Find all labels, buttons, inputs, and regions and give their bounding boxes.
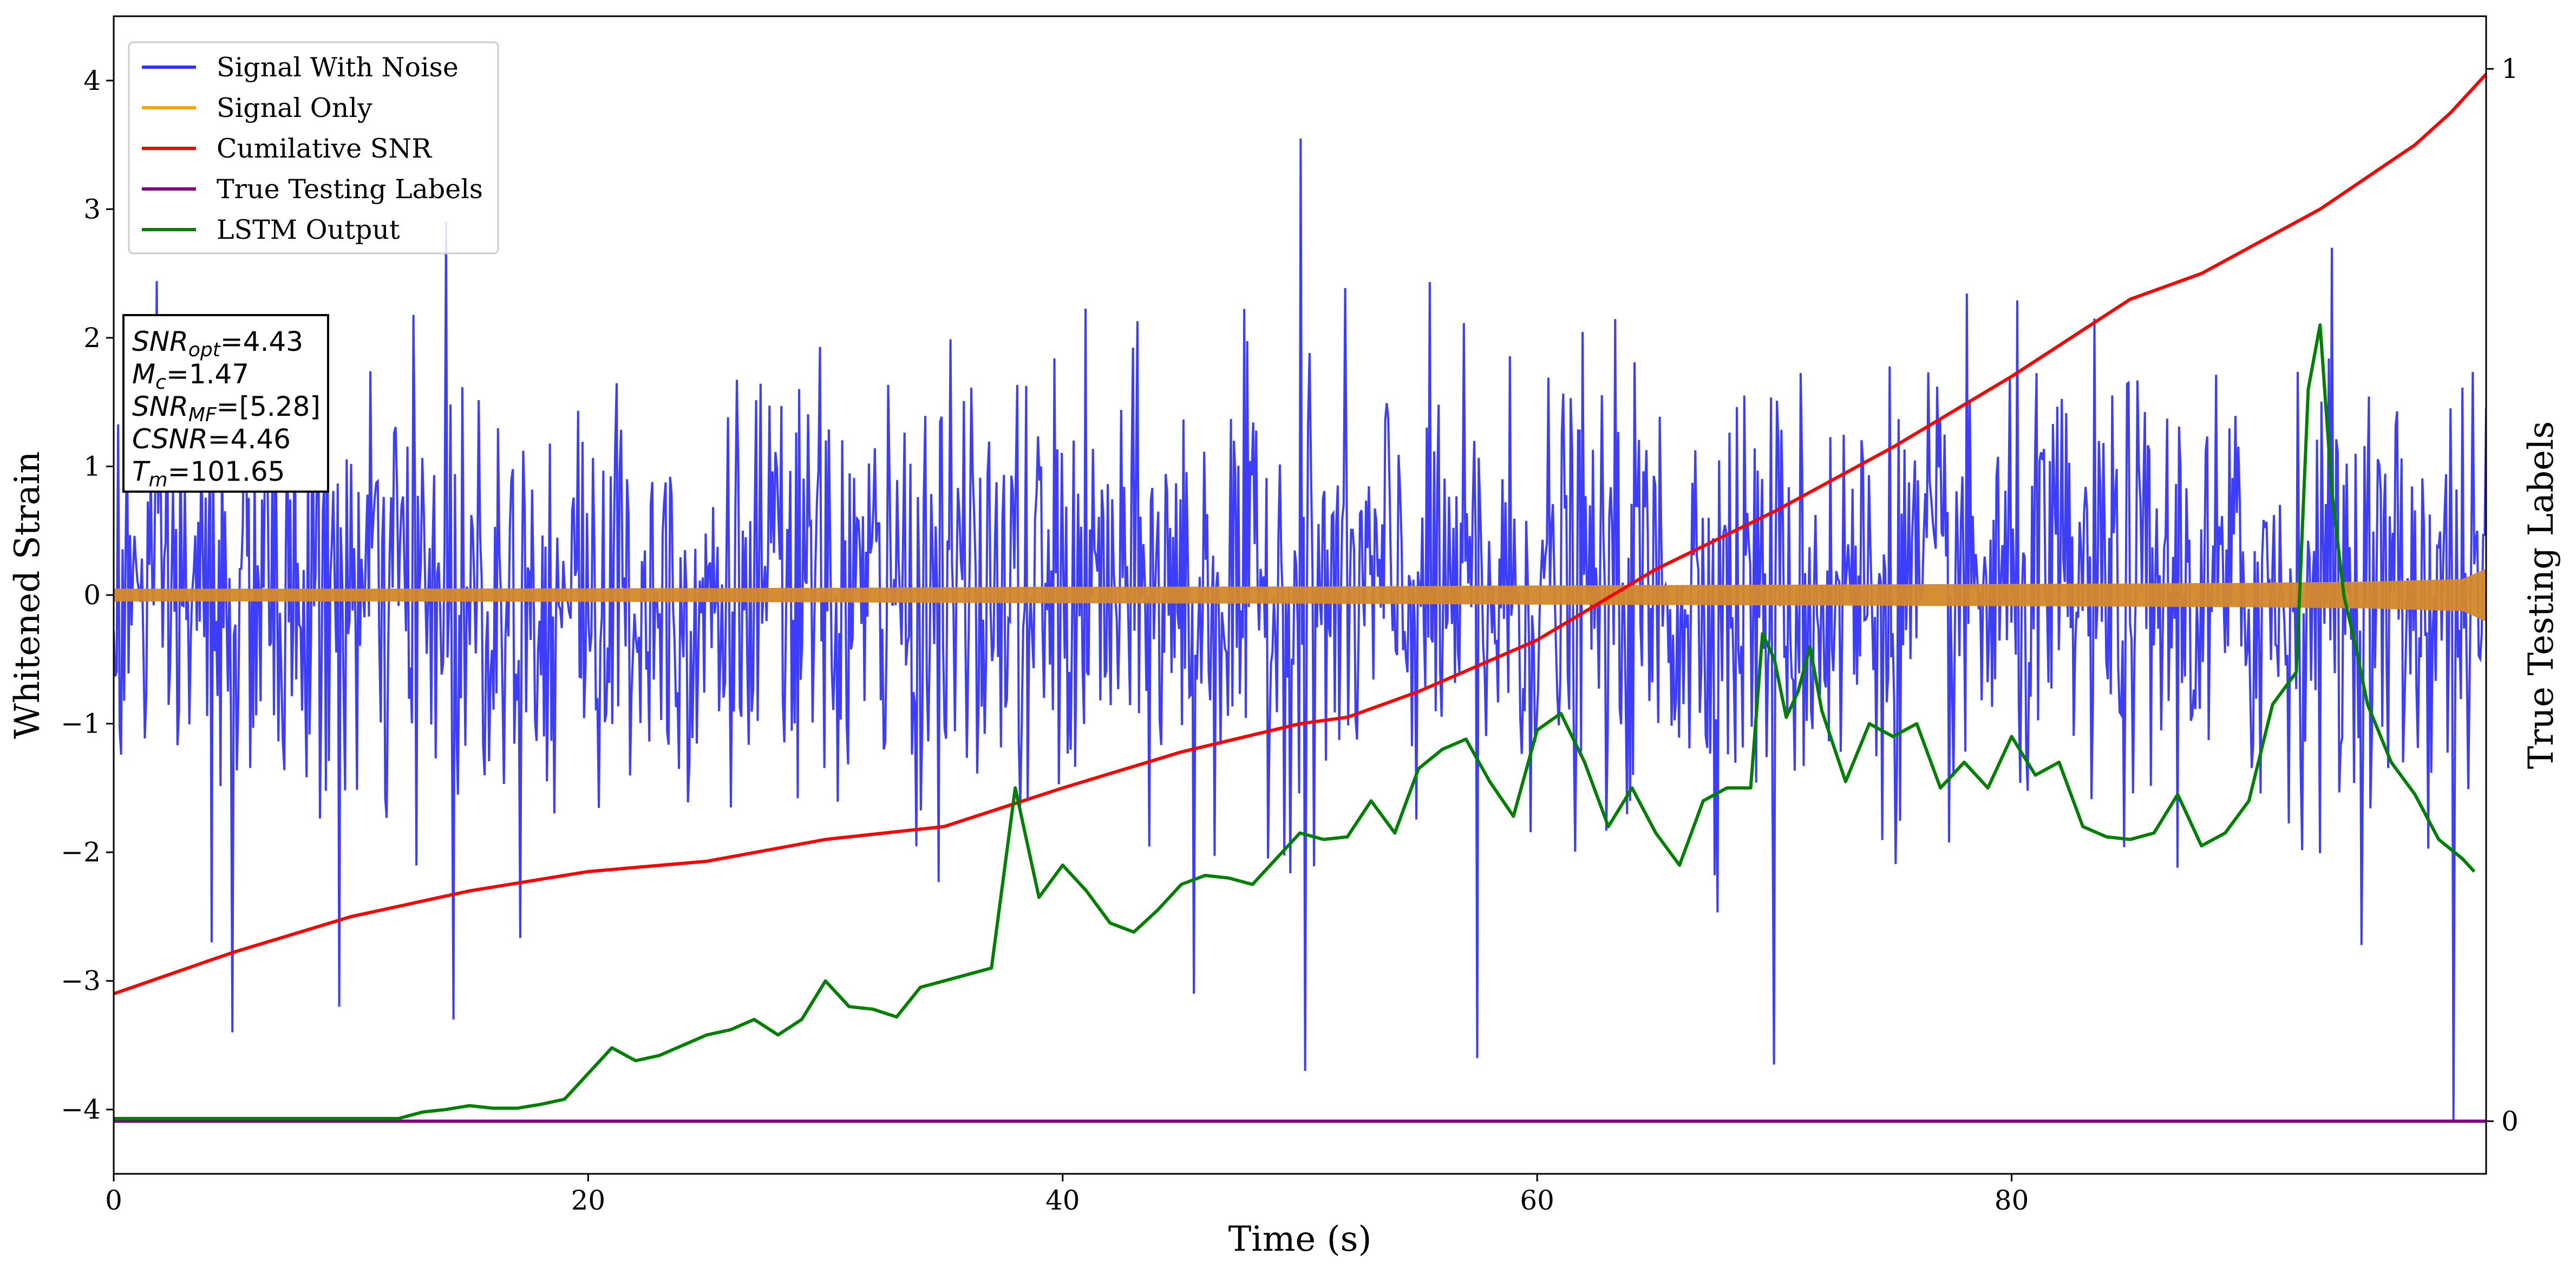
y-tick-label: −3 [61, 965, 101, 997]
x-axis-title: Time (s) [1228, 1219, 1372, 1259]
y-tick-label: 2 [83, 322, 101, 354]
y2-tick-label: 0 [2501, 1106, 2519, 1137]
y2-axis-title: True Testing Labels [2521, 421, 2561, 769]
y-axis-title: Whitened Strain [8, 451, 48, 739]
legend-label: True Testing Labels [217, 174, 483, 205]
annotation-line: Tm=101.65 [132, 456, 285, 491]
y-tick-label: 0 [83, 579, 101, 611]
series-lstm-output [114, 323, 2476, 1120]
x-tick-label: 60 [1520, 1185, 1554, 1216]
legend-label: LSTM Output [217, 214, 400, 245]
y-tick-label: −1 [61, 708, 101, 740]
annotation-box: SNRopt=4.43Mc=1.47SNRMF=[5.28]CSNR=4.46T… [122, 314, 329, 493]
series-signal-only [114, 569, 2486, 622]
legend-label: Signal Only [217, 93, 372, 123]
legend: Signal With Noise Signal Only Cumilative S… [128, 41, 499, 254]
x-tick-label: 40 [1045, 1185, 1080, 1216]
annotation-line: SNRMF=[5.28] [132, 391, 321, 426]
annotation-line: Mc=1.47 [132, 358, 249, 394]
annotation-line: CSNR=4.46 [132, 423, 291, 455]
x-tick-label: 80 [1995, 1185, 2029, 1216]
x-tick-label: 0 [105, 1185, 122, 1216]
series-signal-with-noise [114, 138, 2486, 1123]
legend-box [128, 41, 499, 254]
series-cumilative-snr [114, 73, 2486, 996]
legend-label: Cumilative SNR [217, 133, 433, 164]
legend-label: Signal With Noise [217, 52, 459, 83]
annotation-frame [122, 314, 329, 493]
y-tick-label: 4 [83, 65, 101, 96]
x-tick-label: 20 [571, 1185, 606, 1216]
y-tick-label: −2 [61, 837, 101, 868]
annotation-line: SNRopt=4.43 [132, 326, 303, 361]
y-tick-label: 1 [83, 450, 101, 482]
y-tick-label: 3 [83, 193, 101, 225]
y2-tick-label: 1 [2501, 53, 2519, 84]
y-tick-label: −4 [61, 1094, 101, 1125]
